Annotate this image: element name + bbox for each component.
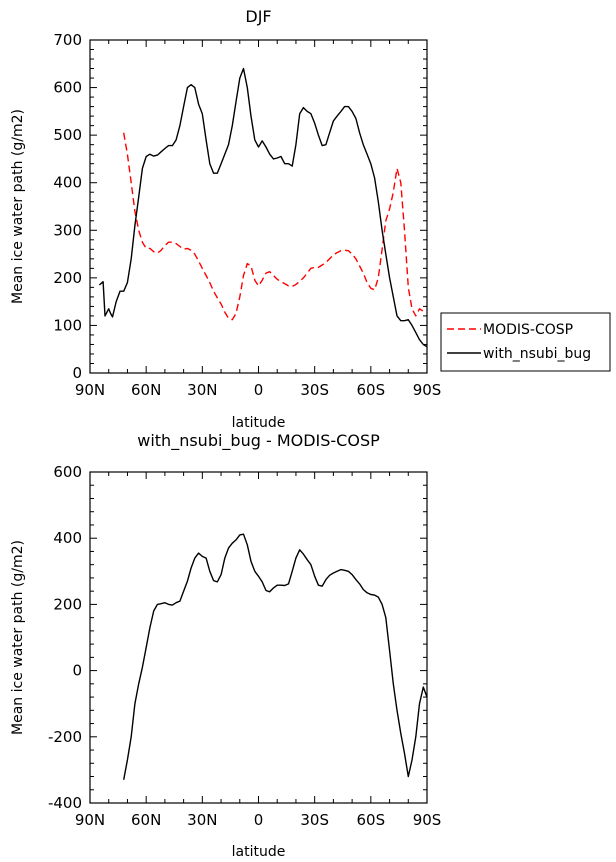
x-tick-label: 0 xyxy=(254,811,264,829)
x-tick-label: 90S xyxy=(413,811,442,829)
legend-label: with_nsubi_bug xyxy=(483,346,591,362)
x-tick-label: 90N xyxy=(75,811,105,829)
chart-title: DJF xyxy=(245,7,271,26)
figure: DJF 90N 60N 30N 0 30S 60S 90S 0 100 200 300 400 500 60… xyxy=(0,0,616,862)
x-tick-label: 60N xyxy=(131,811,161,829)
y-tick-label: 200 xyxy=(53,269,82,287)
y-tick-label: 200 xyxy=(53,595,82,613)
y-tick-label: 500 xyxy=(53,126,82,144)
series-line-with-nsubi-bug-modis-cosp xyxy=(124,534,427,780)
x-tick-label: 0 xyxy=(254,381,264,399)
y-tick-label: 700 xyxy=(53,31,82,49)
x-tick-label: 30N xyxy=(187,381,217,399)
y-tick-label: 600 xyxy=(53,79,82,97)
x-axis-label: latitude xyxy=(232,844,286,860)
x-tick-label: 30S xyxy=(300,381,329,399)
y-tick-label: 600 xyxy=(53,463,82,481)
series-line-modis-cosp xyxy=(124,133,424,320)
y-tick-label: -200 xyxy=(48,728,82,746)
y-axis-label: Mean ice water path (g/m2) xyxy=(10,109,26,304)
plot-frame xyxy=(90,40,427,373)
y-tick-label: 0 xyxy=(72,662,82,680)
legend: MODIS-COSP with_nsubi_bug xyxy=(441,313,610,371)
bottom-panel-difference: with_nsubi_bug - MODIS-COSP 90N 60N 30N 0 30S… xyxy=(10,431,441,860)
y-tick-label: 0 xyxy=(72,364,82,382)
x-tick-label: 30S xyxy=(300,811,329,829)
series-line-with-nsubi-bug xyxy=(99,69,427,347)
y-tick-label: 400 xyxy=(53,529,82,547)
x-tick-label: 30N xyxy=(187,811,217,829)
legend-label: MODIS-COSP xyxy=(483,322,573,338)
x-tick-label: 60S xyxy=(357,381,386,399)
x-tick-label: 90N xyxy=(75,381,105,399)
x-tick-label: 60N xyxy=(131,381,161,399)
y-tick-label: 300 xyxy=(53,221,82,239)
top-panel-djf: DJF 90N 60N 30N 0 30S 60S 90S 0 100 200 300 400 500 60… xyxy=(10,7,610,431)
plot-frame xyxy=(90,472,427,803)
x-tick-label: 60S xyxy=(357,811,386,829)
chart-title: with_nsubi_bug - MODIS-COSP xyxy=(137,431,380,451)
y-tick-label: 100 xyxy=(53,316,82,334)
x-axis-label: latitude xyxy=(232,415,286,431)
x-tick-label: 90S xyxy=(413,381,442,399)
y-tick-label: 400 xyxy=(53,174,82,192)
y-axis-label: Mean ice water path (g/m2) xyxy=(10,540,26,735)
y-tick-label: -400 xyxy=(48,794,82,812)
